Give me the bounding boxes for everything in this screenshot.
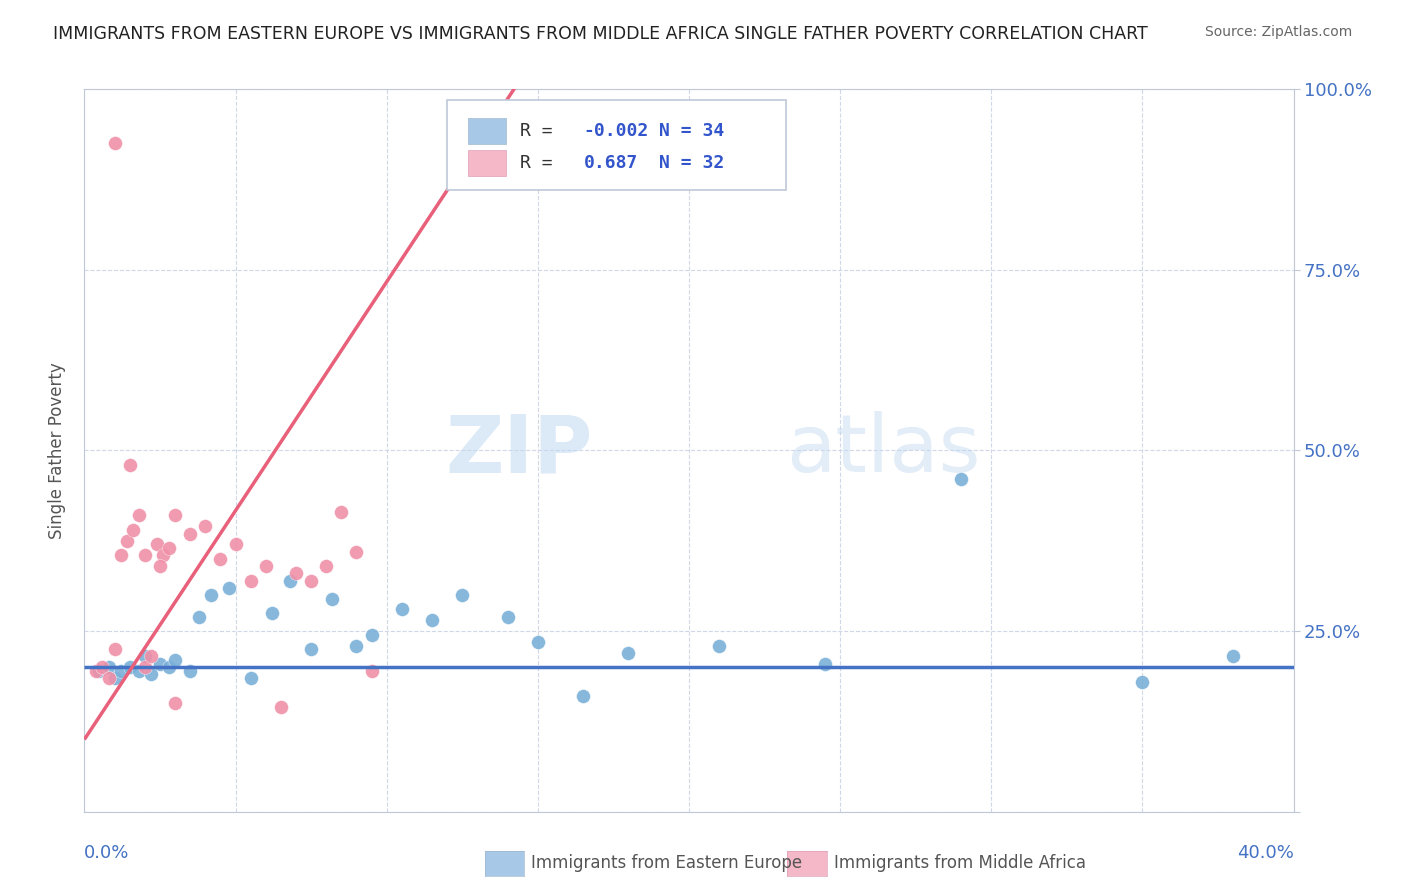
Point: [360, 628, 382, 642]
Text: Source: ZipAtlas.com: Source: ZipAtlas.com: [1205, 25, 1353, 39]
Point: [134, 660, 156, 674]
Point: [115, 533, 138, 548]
Point: [165, 696, 187, 710]
Point: [420, 613, 443, 627]
Point: [270, 700, 292, 714]
Text: R =: R =: [520, 122, 564, 140]
Point: [157, 660, 180, 674]
Point: [121, 523, 143, 537]
Point: [104, 642, 127, 657]
Point: [179, 526, 201, 541]
Point: [346, 544, 368, 558]
Point: [1130, 674, 1153, 689]
Point: [179, 664, 201, 678]
Point: [118, 458, 141, 472]
Text: IMMIGRANTS FROM EASTERN EUROPE VS IMMIGRANTS FROM MIDDLE AFRICA SINGLE FATHER PO: IMMIGRANTS FROM EASTERN EUROPE VS IMMIGR…: [53, 25, 1149, 43]
Text: Immigrants from Eastern Europe: Immigrants from Eastern Europe: [531, 855, 803, 872]
Point: [218, 581, 240, 595]
Point: [128, 508, 150, 523]
Point: [814, 657, 837, 671]
Point: [134, 649, 156, 664]
Point: [330, 505, 353, 519]
Point: [128, 664, 150, 678]
Point: [110, 664, 132, 678]
Text: Immigrants from Middle Africa: Immigrants from Middle Africa: [834, 855, 1085, 872]
Point: [194, 519, 217, 533]
Point: [239, 671, 262, 685]
Point: [110, 548, 132, 562]
Point: [165, 653, 187, 667]
Text: 0.0%: 0.0%: [84, 844, 129, 863]
Point: [152, 548, 174, 562]
Point: [149, 657, 172, 671]
Text: 40.0%: 40.0%: [1237, 844, 1294, 863]
Point: [146, 537, 169, 551]
Point: [104, 136, 127, 151]
Point: [239, 574, 262, 588]
Point: [97, 671, 120, 685]
Text: atlas: atlas: [786, 411, 980, 490]
Point: [200, 588, 222, 602]
Point: [157, 541, 180, 555]
FancyBboxPatch shape: [447, 100, 786, 190]
Point: [134, 548, 156, 562]
Point: [188, 609, 211, 624]
Point: [285, 566, 308, 581]
Point: [104, 671, 127, 685]
Point: [527, 635, 550, 649]
Point: [617, 646, 640, 660]
Point: [254, 559, 277, 574]
Point: [315, 559, 337, 574]
Point: [572, 689, 595, 703]
Point: [496, 609, 519, 624]
Point: [89, 664, 111, 678]
Text: R =: R =: [520, 154, 564, 172]
Point: [299, 574, 322, 588]
Point: [321, 591, 343, 606]
Point: [709, 639, 731, 653]
Point: [225, 537, 247, 551]
Text: ZIP: ZIP: [444, 411, 592, 490]
Y-axis label: Single Father Poverty: Single Father Poverty: [48, 362, 66, 539]
Point: [139, 667, 162, 681]
Bar: [468, 118, 506, 145]
Point: [278, 574, 301, 588]
Text: N = 34: N = 34: [659, 122, 724, 140]
Point: [118, 660, 141, 674]
Point: [139, 649, 162, 664]
Point: [209, 551, 232, 566]
Point: [149, 559, 172, 574]
Point: [97, 660, 120, 674]
Point: [451, 588, 474, 602]
Point: [1222, 649, 1244, 664]
Text: 0.687: 0.687: [583, 154, 638, 172]
Point: [86, 664, 108, 678]
Point: [299, 642, 322, 657]
Point: [391, 602, 413, 616]
Point: [260, 606, 283, 620]
Text: N = 32: N = 32: [659, 154, 724, 172]
Point: [91, 660, 114, 674]
Point: [346, 639, 368, 653]
Point: [360, 664, 382, 678]
Text: -0.002: -0.002: [583, 122, 650, 140]
Point: [950, 472, 973, 486]
Bar: [468, 151, 506, 177]
Point: [165, 508, 187, 523]
